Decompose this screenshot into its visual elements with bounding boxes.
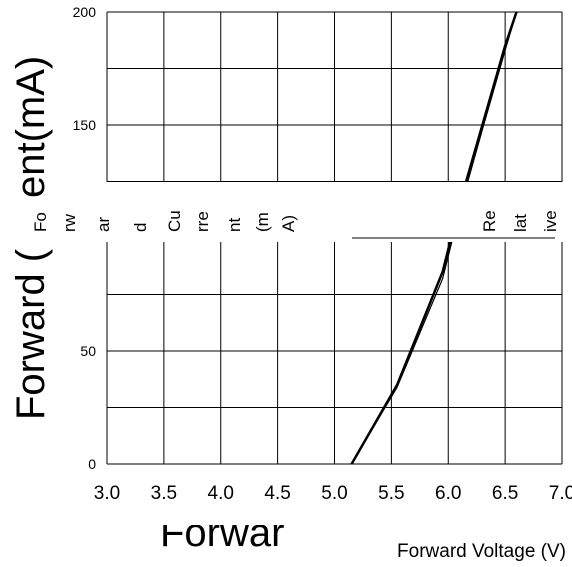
overlay-fragment: Fo: [31, 212, 50, 232]
overlay-fragment: Cu: [165, 210, 184, 232]
y-tick-label: 200: [73, 4, 97, 20]
x-tick-label: 6.0: [435, 483, 461, 504]
x-tick-labels: 3.0 3.5 4.0 4.5 5.0 5.5 6.0 6.5 7.0: [94, 483, 572, 504]
overlay-fragment: rw: [60, 213, 79, 232]
x-tick-label: 5.5: [378, 483, 404, 504]
vertical-label-fragments: Fo rw ar d Cu rre nt (m A) Re lat ive: [31, 210, 560, 232]
overlay-fragment: rre: [193, 211, 212, 232]
x-tick-label: 3.5: [151, 483, 177, 504]
x-tick-label: 4.5: [264, 483, 290, 504]
overlay-fragment: d: [131, 223, 150, 232]
overlay-fragment: (m: [253, 212, 272, 232]
y-axis-label-fragment-lower: Forward (: [9, 248, 53, 420]
overlay-fragment: A): [279, 215, 298, 232]
y-tick-label: 0: [88, 456, 96, 472]
y-tick-labels: 200 150 50 0: [73, 4, 97, 472]
y-axis-label-fragment-upper: ent(mA): [9, 56, 53, 198]
y-tick-label: 50: [80, 343, 96, 359]
overlay-fragment: Re: [480, 210, 499, 232]
label-mask: [0, 182, 572, 242]
overlay-fragment: ive: [541, 210, 560, 232]
x-tick-label: 3.0: [94, 483, 120, 504]
x-tick-label: 7.0: [549, 483, 572, 504]
x-tick-label: 6.5: [492, 483, 518, 504]
overlay-fragment: lat: [511, 214, 530, 232]
y-tick-label: 150: [73, 117, 97, 133]
overlay-fragment: nt: [225, 218, 244, 232]
x-tick-label: 5.0: [321, 483, 347, 504]
x-label-mask: [150, 505, 290, 525]
x-tick-label: 4.0: [208, 483, 234, 504]
overlay-fragment: ar: [94, 217, 113, 232]
x-axis-label: Forward Voltage (V): [397, 541, 566, 562]
